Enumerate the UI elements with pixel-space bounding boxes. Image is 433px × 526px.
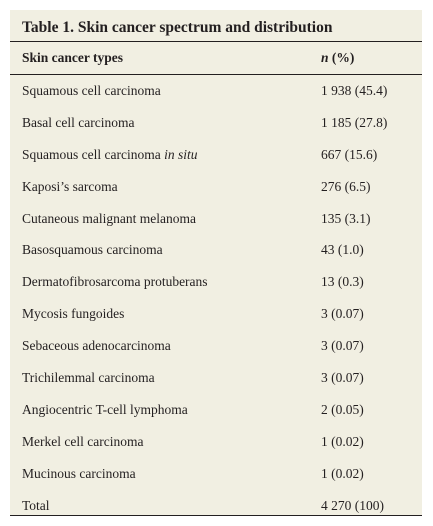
cancer-type-name: Trichilemmal carcinoma: [22, 370, 155, 386]
header-skin-cancer-types: Skin cancer types: [22, 50, 124, 65]
header-rule: [10, 74, 422, 75]
table-row: Cutaneous malignant melanoma 135 (3.1): [10, 203, 422, 235]
cancer-type-cell: Trichilemmal carcinoma: [22, 370, 155, 386]
table-row: Dermatofibrosarcoma protuberans 13 (0.3): [10, 266, 422, 298]
table-row: Mucinous carcinoma 1 (0.02): [10, 458, 422, 490]
cancer-type-cell: Dermatofibrosarcoma protuberans: [22, 274, 208, 290]
table-row: Merkel cell carcinoma 1 (0.02): [10, 426, 422, 458]
count-percent-cell: 3 (0.07): [321, 370, 364, 386]
cancer-type-name: Merkel cell carcinoma: [22, 433, 144, 449]
table-row: Angiocentric T-cell lymphoma 2 (0.05): [10, 394, 422, 426]
count-percent-cell: 43 (1.0): [321, 242, 364, 258]
cancer-type-name: Squamous cell carcinoma: [22, 83, 161, 98]
table-header-row: Skin cancer types n (%): [10, 42, 422, 74]
cancer-type-cell: Sebaceous adenocarcinoma: [22, 338, 171, 354]
cancer-type-cell: Merkel cell carcinoma: [22, 434, 143, 450]
count-percent-cell: 1 938 (45.4): [321, 83, 388, 98]
cancer-type-name: Squamous cell carcinoma: [22, 146, 165, 162]
cancer-type-cell: Basal cell carcinoma: [22, 115, 134, 131]
bottom-rule: [10, 514, 422, 516]
count-percent-cell: 1 (0.02): [321, 433, 364, 449]
table-row: Trichilemmal carcinoma 3 (0.07): [10, 362, 422, 394]
cancer-type-name: Dermatofibrosarcoma protuberans: [22, 274, 208, 290]
count-percent-cell: 1 (0.02): [321, 465, 364, 481]
cancer-type-name: Cutaneous malignant melanoma: [22, 210, 196, 226]
cancer-type-name: Basosquamous carcinoma: [22, 242, 163, 258]
count-percent-cell: 13 (0.3): [321, 274, 364, 290]
cancer-type-cell: Mycosis fungoides: [22, 306, 124, 322]
cancer-type-name: Total: [22, 497, 50, 513]
table-row: Basosquamous carcinoma 43 (1.0): [10, 234, 422, 266]
top-rule: [10, 41, 422, 43]
cancer-type-name-italic-suffix: in situ: [164, 146, 198, 162]
cancer-type-cell: Angiocentric T-cell lymphoma: [22, 402, 188, 418]
cancer-type-cell: Mucinous carcinoma: [22, 466, 136, 482]
cancer-type-cell: Squamous cell carcinoma: [22, 83, 161, 99]
table-row: Mycosis fungoides 3 (0.07): [10, 298, 422, 330]
count-percent-cell: 3 (0.07): [321, 306, 364, 322]
count-percent-cell: 1 185 (27.8): [321, 114, 388, 130]
count-percent-cell: 2 (0.05): [321, 401, 364, 417]
cancer-type-name: Basal cell carcinoma: [22, 114, 135, 130]
cancer-type-cell: Total: [22, 498, 50, 514]
header-percent-label: (%): [328, 50, 355, 65]
table-row: Squamous cell carcinoma 1 938 (45.4): [10, 75, 422, 107]
count-percent-cell: 667 (15.6): [321, 146, 378, 162]
cancer-type-name: Angiocentric T-cell lymphoma: [22, 401, 188, 417]
count-percent-cell: 135 (3.1): [321, 210, 371, 226]
skin-cancer-table: Table 1. Skin cancer spectrum and distri…: [10, 10, 422, 516]
table-row: Squamous cell carcinoma in situ 667 (15.6…: [10, 139, 422, 171]
table-row: Kaposi’s sarcoma 276 (6.5): [10, 171, 422, 203]
cancer-type-cell: Kaposi’s sarcoma: [22, 179, 118, 195]
cancer-type-cell: Cutaneous malignant melanoma: [22, 211, 196, 227]
cancer-type-name: Kaposi’s sarcoma: [22, 178, 118, 194]
table-row: Total 4 270 (100): [10, 490, 422, 522]
table-row: Basal cell carcinoma 1 185 (27.8): [10, 107, 422, 139]
table-row: Sebaceous adenocarcinoma 3 (0.07): [10, 330, 422, 362]
header-n-percent: n (%): [321, 50, 354, 66]
count-percent-cell: 4 270 (100): [321, 497, 384, 513]
table-body: Squamous cell carcinoma 1 938 (45.4) Basal…: [10, 75, 422, 521]
count-percent-cell: 276 (6.5): [321, 178, 371, 194]
cancer-type-name: Mycosis fungoides: [22, 306, 125, 322]
cancer-type-cell: Squamous cell carcinoma in situ: [22, 147, 197, 163]
table-caption: Table 1. Skin cancer spectrum and distri…: [22, 19, 333, 36]
cancer-type-name: Mucinous carcinoma: [22, 465, 136, 481]
cancer-type-name: Sebaceous adenocarcinoma: [22, 338, 171, 354]
count-percent-cell: 3 (0.07): [321, 338, 364, 354]
header-n-symbol: n: [321, 50, 329, 65]
cancer-type-cell: Basosquamous carcinoma: [22, 242, 163, 258]
